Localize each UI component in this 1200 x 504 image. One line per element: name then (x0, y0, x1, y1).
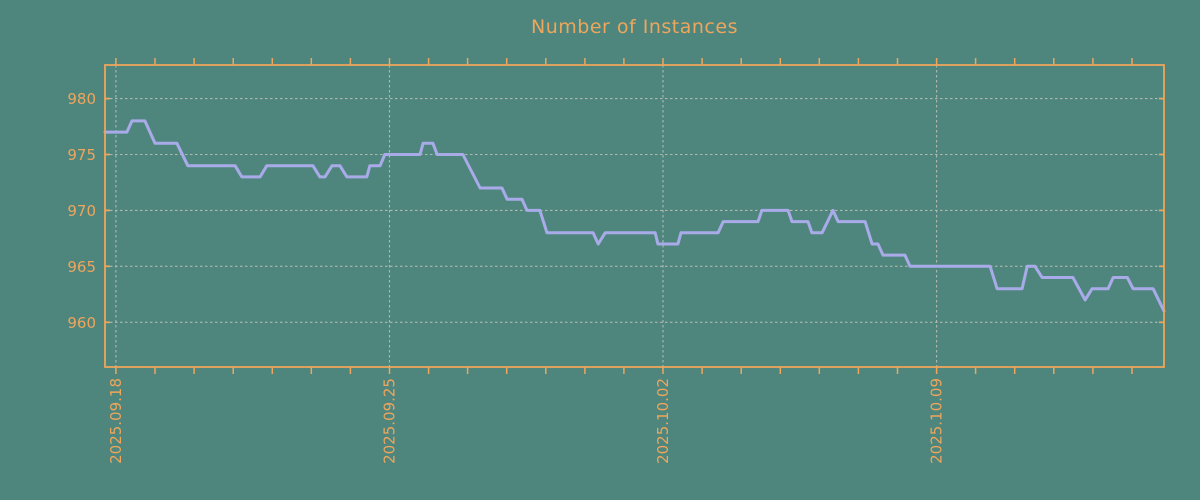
x-tick-label: 2025.10.02 (654, 378, 672, 464)
x-tick-label: 2025.09.25 (380, 378, 398, 464)
x-tick-label: 2025.09.18 (107, 378, 125, 464)
x-tick-label: 2025.10.09 (928, 378, 946, 464)
y-tick-label: 970 (67, 202, 96, 220)
chart-title: Number of Instances (531, 16, 738, 38)
plot-border (104, 64, 1165, 368)
y-tick-label: 975 (67, 146, 96, 164)
series-line (103, 119, 1166, 313)
y-tick-label: 980 (67, 90, 96, 108)
y-tick-label: 965 (67, 258, 96, 276)
y-tick-label: 960 (67, 314, 96, 332)
